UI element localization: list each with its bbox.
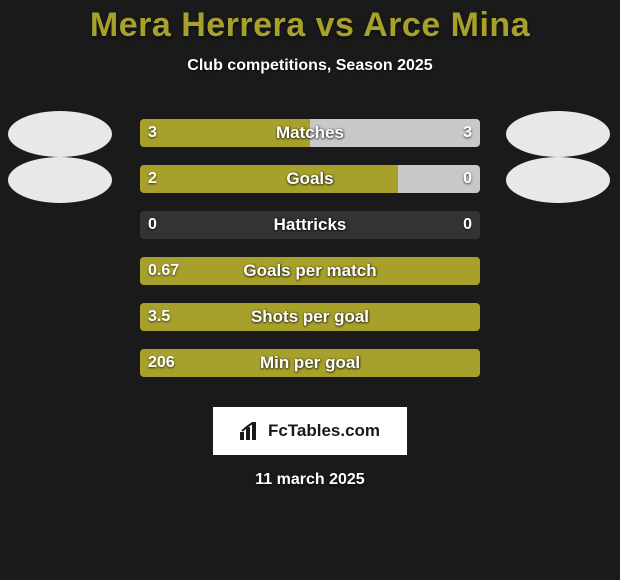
stat-value-right: 0 bbox=[463, 165, 472, 193]
date-text: 11 march 2025 bbox=[0, 471, 620, 489]
bar-left-fill bbox=[140, 303, 480, 331]
bars-icon bbox=[240, 422, 262, 440]
logo-text: FcTables.com bbox=[268, 421, 380, 441]
stat-row: 3.5Shots per goal bbox=[0, 303, 620, 349]
stat-row: 0 0Hattricks bbox=[0, 211, 620, 257]
bar-track: 206Min per goal bbox=[140, 349, 480, 377]
bar-left-fill bbox=[140, 119, 310, 147]
stat-value-left: 2 bbox=[148, 165, 157, 193]
stat-value-left: 206 bbox=[148, 349, 175, 377]
stat-value-left: 0.67 bbox=[148, 257, 179, 285]
bar-track: 0.67Goals per match bbox=[140, 257, 480, 285]
stat-row: 33Matches bbox=[0, 119, 620, 165]
stat-row: 206Min per goal bbox=[0, 349, 620, 395]
bar-track: 33Matches bbox=[140, 119, 480, 147]
stat-row: 20Goals bbox=[0, 165, 620, 211]
bar-track: 3.5Shots per goal bbox=[140, 303, 480, 331]
stat-value-left: 3 bbox=[148, 119, 157, 147]
stat-value-left: 0 bbox=[148, 211, 157, 239]
stat-label: Hattricks bbox=[140, 211, 480, 239]
bar-track: 0 0Hattricks bbox=[140, 211, 480, 239]
bar-left-fill bbox=[140, 165, 398, 193]
comparison-infographic: Mera Herrera vs Arce Mina Club competiti… bbox=[0, 0, 620, 580]
bar-track: 20Goals bbox=[140, 165, 480, 193]
player-avatar-left bbox=[8, 157, 112, 203]
player-avatar-right bbox=[506, 111, 610, 157]
bar-left-fill bbox=[140, 349, 480, 377]
page-title: Mera Herrera vs Arce Mina bbox=[0, 0, 620, 45]
player-avatar-left bbox=[8, 111, 112, 157]
stat-value-right: 0 bbox=[463, 211, 472, 239]
bar-left-fill bbox=[140, 257, 480, 285]
logo-box: FcTables.com bbox=[213, 407, 407, 455]
stat-row: 0.67Goals per match bbox=[0, 257, 620, 303]
stat-bars: 33Matches20Goals00Hattricks0.67Goals per… bbox=[0, 119, 620, 395]
subtitle: Club competitions, Season 2025 bbox=[0, 57, 620, 75]
player-avatar-right bbox=[506, 157, 610, 203]
stat-value-left: 3.5 bbox=[148, 303, 170, 331]
stat-value-right: 3 bbox=[463, 119, 472, 147]
bar-right-fill bbox=[310, 119, 480, 147]
